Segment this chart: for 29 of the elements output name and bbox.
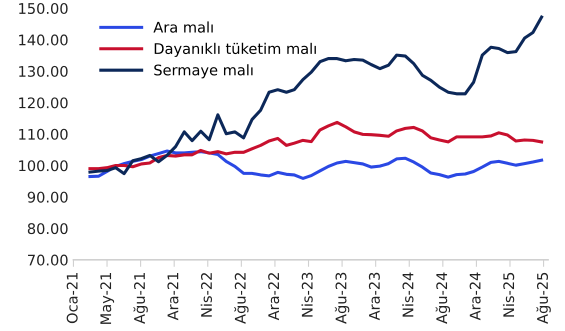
x-tick-label: May-21 (100, 272, 114, 324)
y-tick-label: 140.00 (19, 34, 68, 46)
x-tick-label: Ara-24 (470, 272, 481, 320)
x-tick-label: Ağu-25 (536, 272, 551, 324)
x-tick-label: Nis-22 (200, 273, 212, 317)
y-tick-label: 110.00 (19, 128, 68, 140)
x-tick-label: Nis-24 (402, 272, 414, 317)
x-tick-label: Nis-23 (301, 272, 313, 317)
x-tick-label: Ara-23 (368, 272, 380, 320)
x-tick-label: Ağu-21 (133, 272, 148, 324)
legend-label: Ara malı (153, 21, 213, 33)
y-tick-label: 120.00 (19, 97, 68, 108)
legend-label: Sermaye malı (154, 64, 253, 78)
x-tick-label: Ağu-23 (334, 272, 350, 324)
x-tick-label: Oca-21 (66, 272, 78, 324)
legend-label: Dayanıklı tüketim malı (154, 42, 316, 57)
y-tick-label: 100.00 (19, 160, 68, 172)
line-series (88, 120, 544, 170)
y-tick-label: 150.00 (19, 2, 68, 14)
x-tick-label: Ağu-24 (436, 272, 450, 324)
y-tick-label: 90.00 (28, 192, 68, 203)
x-tick-label: Ara-21 (167, 272, 178, 320)
y-tick-label: 130.00 (19, 66, 68, 77)
y-tick-label: 70.00 (28, 254, 68, 266)
y-tick-label: 80.00 (28, 223, 68, 234)
x-tick-label: Nis-25 (502, 272, 514, 317)
x-tick-label: Ara-22 (268, 273, 280, 320)
line-series (88, 16, 544, 176)
x-tick-label: Ağu-22 (234, 273, 249, 324)
